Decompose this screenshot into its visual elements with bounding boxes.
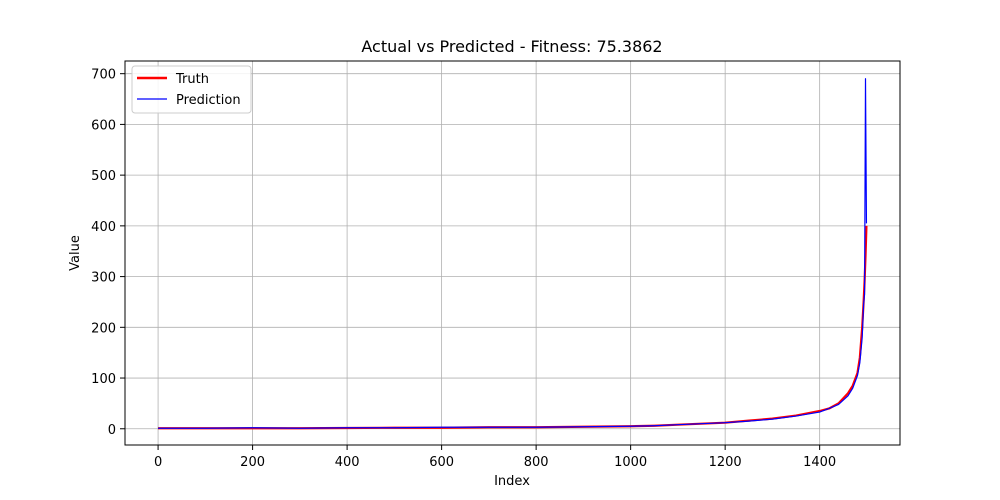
legend: Truth Prediction [131, 65, 252, 114]
legend-label-prediction: Prediction [176, 93, 241, 108]
y-tick-label: 600 [91, 118, 116, 133]
x-tick-label: 200 [240, 455, 265, 470]
x-tick-label: 1200 [709, 455, 742, 470]
series-layer [158, 78, 868, 430]
x-tick-label: 0 [154, 455, 162, 470]
y-axis-label: Value [68, 235, 83, 271]
x-tick-label: 1000 [614, 455, 647, 470]
x-axis: 0 200 400 600 800 1000 1200 1400 [154, 445, 836, 470]
plot-frame [124, 60, 901, 446]
x-tick-label: 1400 [803, 455, 836, 470]
x-tick-label: 400 [335, 455, 360, 470]
grid [125, 61, 900, 445]
chart-title: Actual vs Predicted - Fitness: 75.3862 [361, 37, 662, 56]
x-tick-label: 800 [524, 455, 549, 470]
y-tick-label: 400 [91, 220, 116, 235]
x-tick-label: 600 [429, 455, 454, 470]
y-tick-label: 200 [91, 321, 116, 336]
y-tick-label: 100 [91, 372, 116, 387]
y-tick-label: 0 [108, 423, 116, 438]
y-tick-label: 300 [91, 271, 116, 286]
y-tick-label: 500 [91, 169, 116, 184]
series-line-prediction [158, 78, 868, 429]
y-tick-label: 700 [91, 68, 116, 83]
legend-label-truth: Truth [175, 72, 209, 87]
y-axis: 0 100 200 300 400 500 600 700 [91, 68, 125, 438]
x-axis-label: Index [494, 474, 530, 489]
